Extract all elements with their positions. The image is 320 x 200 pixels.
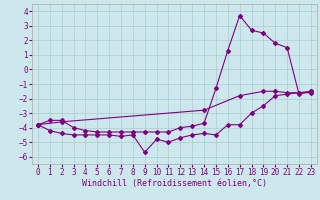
X-axis label: Windchill (Refroidissement éolien,°C): Windchill (Refroidissement éolien,°C) <box>82 179 267 188</box>
